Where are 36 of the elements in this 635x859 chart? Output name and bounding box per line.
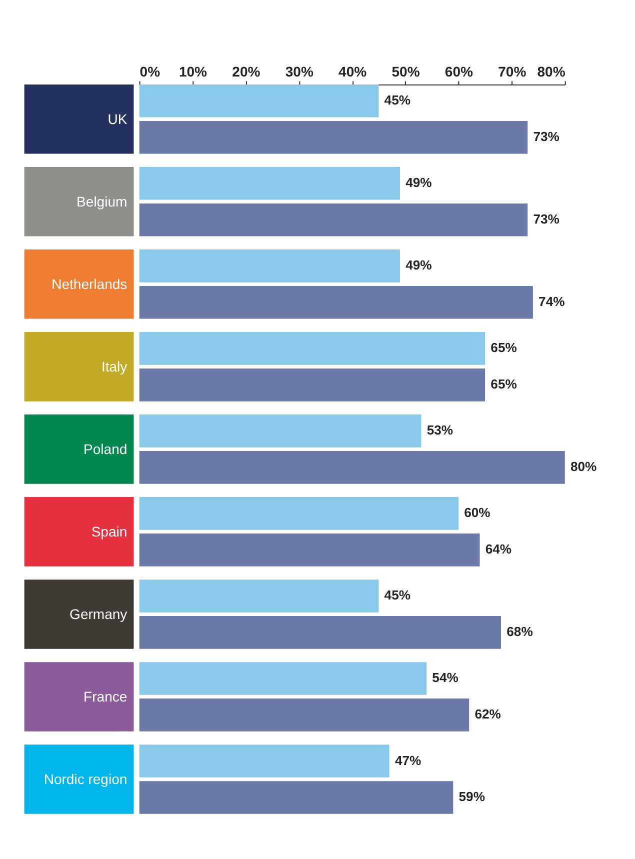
data-label: 68% — [506, 624, 534, 640]
x-tick-label: 50% — [392, 64, 420, 80]
x-tick-label: 60% — [444, 64, 474, 80]
data-label: 53% — [426, 422, 454, 438]
y-tick-label: France — [84, 688, 128, 704]
x-tick-label: 0% — [140, 64, 161, 80]
data-label: 49% — [406, 258, 432, 273]
data-label: 80% — [570, 459, 598, 474]
data-label: 64% — [485, 542, 512, 557]
x-tick-label: 10% — [178, 64, 208, 80]
data-label: 47% — [394, 752, 422, 768]
y-tick-label: Italy — [101, 358, 128, 374]
x-tick-label: 80% — [537, 64, 566, 80]
data-label: 60% — [464, 505, 491, 520]
data-label: 65% — [490, 376, 518, 392]
y-tick-label: Belgium — [76, 193, 128, 210]
y-tick-label: Spain — [91, 523, 128, 540]
data-label: 59% — [458, 789, 486, 804]
data-label: 49% — [406, 175, 432, 190]
x-tick-label: 30% — [285, 64, 314, 80]
data-label: 45% — [384, 588, 411, 603]
x-tick-label: 40% — [338, 64, 368, 80]
data-label: 73% — [533, 212, 560, 227]
y-tick-label: Nordic region — [44, 770, 128, 787]
y-tick-label: Germany — [70, 606, 128, 622]
data-label: 62% — [474, 706, 502, 722]
x-tick-label: 70% — [498, 64, 527, 80]
data-label: 65% — [490, 340, 518, 356]
data-label: 74% — [538, 294, 566, 310]
data-label: 73% — [533, 129, 560, 144]
data-label: 54% — [432, 670, 459, 686]
y-tick-label: UK — [108, 110, 128, 127]
y-tick-label: Poland — [84, 440, 128, 457]
data-label: 45% — [384, 92, 411, 108]
x-tick-label: 20% — [232, 64, 261, 80]
y-tick-label: Netherlands — [52, 276, 128, 292]
